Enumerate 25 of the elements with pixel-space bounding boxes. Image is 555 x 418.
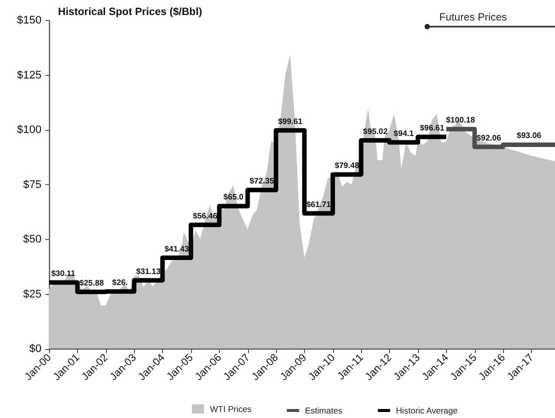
data-label: $26. bbox=[112, 278, 128, 288]
data-label: $99.61 bbox=[278, 116, 303, 126]
y-tick-label: $150 bbox=[17, 14, 42, 26]
legend-label: Estimates bbox=[305, 406, 342, 416]
y-tick-label: $0 bbox=[29, 343, 42, 355]
annotation: Futures Prices bbox=[439, 12, 507, 24]
data-label: $25.88 bbox=[79, 278, 104, 288]
data-label: $92.06 bbox=[476, 133, 502, 142]
y-tick-label: $125 bbox=[17, 69, 42, 82]
data-label: $100.18 bbox=[446, 116, 476, 125]
data-label: $95.02 bbox=[363, 126, 388, 136]
legend-label: WTI Prices bbox=[210, 404, 252, 414]
data-label: $94.1 bbox=[394, 128, 414, 138]
data-label: $79.48 bbox=[334, 160, 360, 170]
y-tick-label: $100 bbox=[17, 124, 42, 136]
data-label: $96.61 bbox=[420, 123, 445, 132]
data-label: $30.11 bbox=[51, 269, 76, 278]
y-tick-label: $50 bbox=[23, 234, 42, 246]
data-label: $93.06 bbox=[516, 131, 542, 140]
data-label: $65.0 bbox=[223, 192, 244, 202]
chart-title: Historical Spot Prices ($/Bbl) bbox=[58, 6, 202, 18]
legend-label: Historic Average bbox=[396, 406, 458, 416]
data-label: $56.46 bbox=[192, 211, 218, 220]
y-tick-label: $25 bbox=[23, 288, 42, 300]
y-tick-label: $75 bbox=[23, 178, 42, 191]
